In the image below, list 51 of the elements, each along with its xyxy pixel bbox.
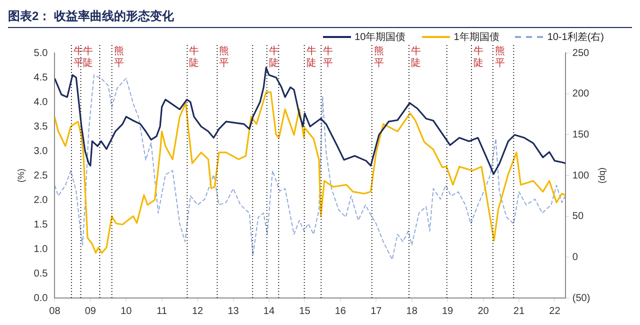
y2-tick-label: 150 xyxy=(572,129,590,140)
y-tick-label: 1.5 xyxy=(34,219,48,230)
ref-line-label: 熊平 xyxy=(219,44,230,69)
ref-line-label: 熊平 xyxy=(494,44,505,69)
y-tick-label: 5.0 xyxy=(34,48,48,59)
ref-line-label: 牛平 xyxy=(73,44,84,69)
x-tick-label: 13 xyxy=(228,306,240,317)
y-tick-label: 4.0 xyxy=(34,96,48,108)
x-tick-label: 08 xyxy=(49,306,61,317)
x-tick-label: 18 xyxy=(406,306,418,317)
y-tick-label: 4.5 xyxy=(34,72,48,84)
chart-title: 图表2： 收益率曲线的形态变化 xyxy=(8,8,632,28)
legend-label: 10-1利差(右) xyxy=(547,30,604,44)
x-tick-label: 21 xyxy=(513,306,525,317)
ref-line-label: 牛陡 xyxy=(82,44,93,69)
y-axis-title: (%) xyxy=(16,168,26,182)
ref-line-label: 牛平 xyxy=(323,44,334,69)
x-tick-label: 20 xyxy=(478,306,490,317)
x-tick-label: 22 xyxy=(549,306,561,317)
y-tick-label: 1.0 xyxy=(34,244,48,255)
y-tick-label: 2.0 xyxy=(34,194,48,206)
y2-tick-label: 0 xyxy=(572,252,578,263)
x-tick-label: 16 xyxy=(334,306,346,317)
ref-line-label: 牛陡 xyxy=(268,44,279,69)
ref-line-label: 牛陡 xyxy=(410,44,421,69)
ref-line-label: 牛陡 xyxy=(189,44,200,69)
x-tick-label: 09 xyxy=(84,306,96,317)
y2-tick-label: 100 xyxy=(572,170,590,182)
x-tick-label: 12 xyxy=(192,306,204,317)
x-tick-label: 17 xyxy=(370,306,382,317)
x-tick-label: 14 xyxy=(263,306,275,317)
y2-tick-label: 250 xyxy=(572,48,590,59)
y-tick-label: 3.0 xyxy=(34,146,48,157)
y2-axis-title: (bp) xyxy=(598,167,608,184)
x-tick-label: 15 xyxy=(299,306,311,317)
y2-tick-label: (50) xyxy=(572,292,590,304)
y-tick-label: 0.5 xyxy=(34,268,48,280)
ref-line-label: 熊平 xyxy=(114,44,124,69)
y-tick-label: 3.5 xyxy=(34,121,48,132)
x-tick-label: 19 xyxy=(442,306,454,317)
y-tick-label: 2.5 xyxy=(34,170,48,182)
y-tick-label: 0.0 xyxy=(34,292,48,304)
legend-label: 1年期国债 xyxy=(454,30,500,44)
y2-tick-label: 50 xyxy=(572,211,584,222)
legend-label: 10年期国债 xyxy=(354,30,406,44)
y2-tick-label: 200 xyxy=(572,88,590,100)
ref-line-label: 牛陡 xyxy=(473,44,484,69)
x-tick-label: 11 xyxy=(156,306,168,317)
ref-line-label: 牛陡 xyxy=(306,44,316,69)
ref-line-label: 熊平 xyxy=(374,44,384,69)
x-tick-label: 10 xyxy=(120,306,132,317)
